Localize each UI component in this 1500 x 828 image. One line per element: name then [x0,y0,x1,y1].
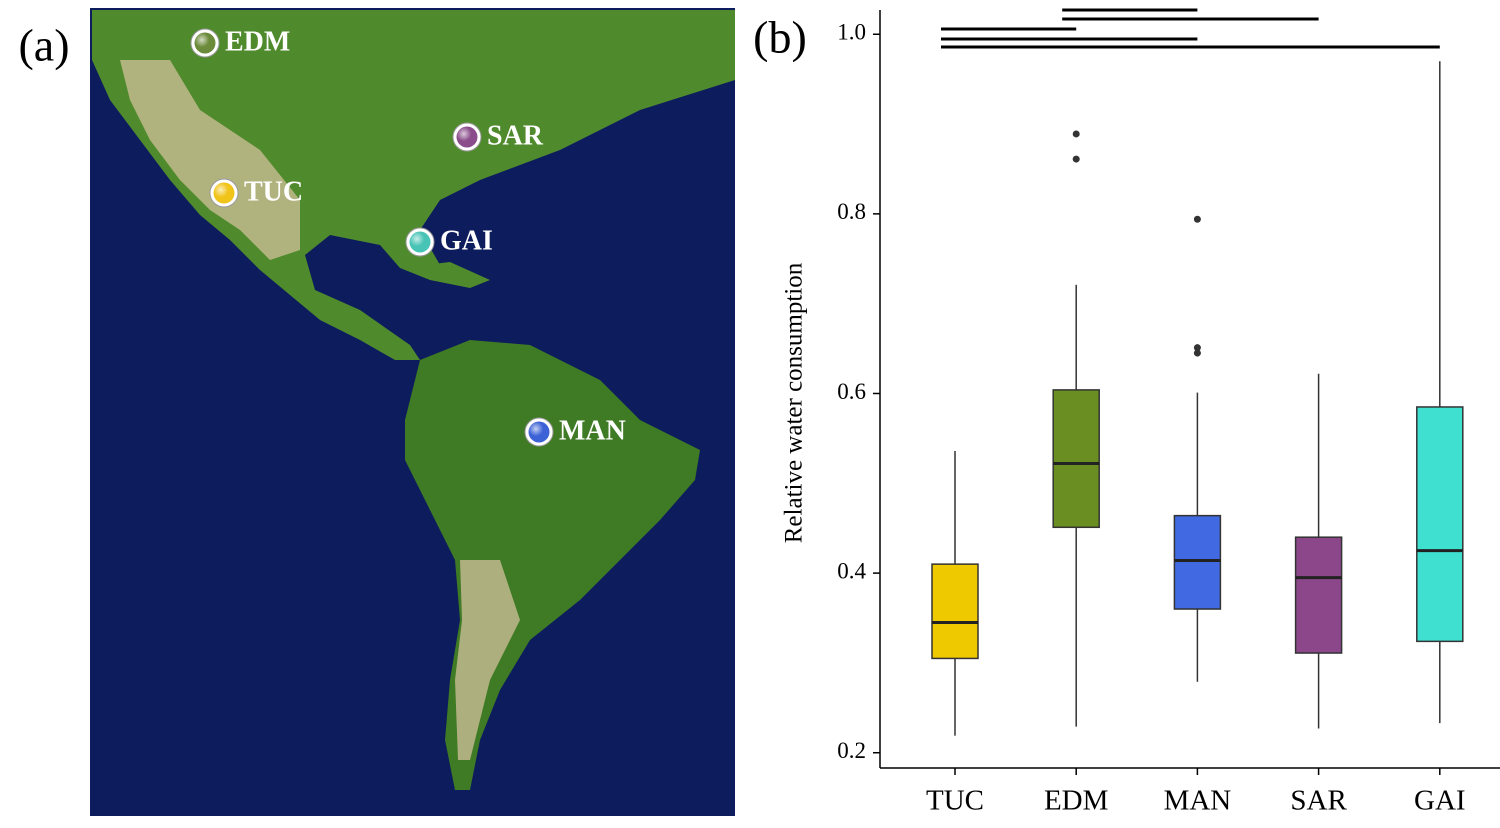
outlier [1194,216,1201,223]
x-tick-label: SAR [1290,785,1347,817]
marker-shine [529,422,550,443]
panel-label: (b) [753,12,807,63]
marker-shine [214,183,235,204]
y-axis-title: Relative water consumption [781,262,808,543]
outlier [1194,350,1201,357]
box [1053,390,1099,527]
y-tick-label: 0.6 [837,379,866,404]
panel-label: (a) [18,20,69,71]
marker-shine [410,232,431,253]
marker-shine [457,127,478,148]
outlier [1073,130,1080,137]
page: EDM SAR TUC GAI MAN (a) (b) Relative water c… [0,0,1500,823]
marker-shine [195,33,216,54]
box [1296,537,1342,653]
marker-label: SAR [487,120,544,151]
marker-label: MAN [559,415,626,446]
box [932,564,978,658]
outlier [1073,156,1080,163]
figure: EDM SAR TUC GAI MAN (a) (b) Relative water c… [0,0,1500,823]
marker-label: TUC [244,176,303,207]
x-tick-label: MAN [1164,785,1232,817]
x-tick-label: GAI [1414,785,1466,817]
y-tick-label: 1.0 [837,20,866,45]
y-tick-label: 0.8 [837,199,866,224]
marker-label: EDM [225,26,290,57]
x-tick-label: EDM [1044,785,1108,817]
box [1174,516,1220,609]
x-tick-label: TUC [926,785,984,817]
box [1417,407,1463,641]
marker-label: GAI [440,225,493,256]
y-tick-label: 0.2 [837,738,866,763]
plot-area: 0.2 0.4 0.6 0.8 1.0 TUC EDM MAN SAR GAI [837,10,1465,817]
y-tick-label: 0.4 [837,558,866,583]
